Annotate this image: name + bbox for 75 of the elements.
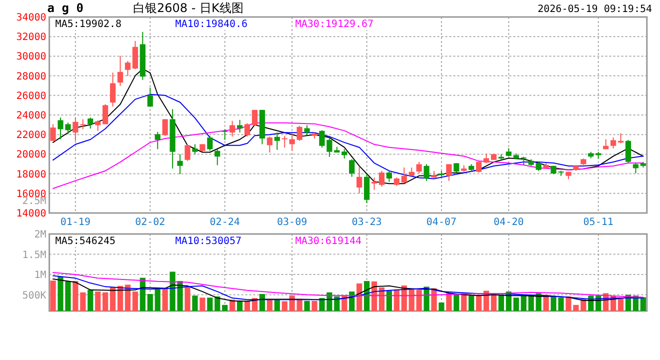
candlestick	[378, 170, 385, 188]
candlestick	[282, 135, 288, 148]
candlestick	[446, 164, 452, 182]
text: MA5:19902.8	[55, 19, 122, 30]
candlestick	[386, 170, 392, 182]
candlestick	[117, 55, 124, 86]
text: 2026-05-19 09:19:54	[538, 4, 652, 15]
y-tick-label: 22000	[16, 130, 46, 142]
candlestick	[304, 124, 310, 136]
candlestick	[177, 154, 183, 175]
text: MA10:530057	[175, 236, 242, 247]
y-tick-label: 500K	[22, 290, 46, 302]
candlestick	[416, 161, 422, 174]
candlestick	[483, 153, 490, 164]
text: 2.5M	[22, 196, 46, 207]
candlestick	[252, 109, 258, 126]
text: MA10:19840.6	[175, 19, 248, 30]
x-tick-label: 04-20	[494, 217, 524, 228]
y-tick-label: 18000	[16, 169, 46, 180]
candlestick	[364, 174, 370, 204]
x-tick-label: 03-09	[277, 217, 308, 228]
candlestick	[476, 160, 482, 174]
x-tick-label: 04-07	[426, 217, 457, 228]
candlestick	[401, 167, 407, 184]
candlestick	[625, 139, 632, 164]
text: MA30:19129.67	[295, 19, 374, 30]
candlestick	[244, 122, 250, 138]
candlestick	[124, 60, 131, 76]
candlestick	[162, 118, 168, 136]
candlestick	[72, 117, 78, 142]
x-tick-label: 03-23	[352, 217, 382, 228]
candlestick	[356, 166, 362, 194]
candlestick	[214, 148, 220, 166]
candlestick	[110, 72, 116, 108]
candlestick	[102, 104, 108, 125]
candlestick	[230, 120, 236, 138]
candlestick	[274, 132, 280, 150]
y-tick-label: 14000	[16, 208, 46, 220]
candlestick	[147, 87, 153, 108]
candlestick	[184, 144, 190, 162]
candlestick	[536, 161, 542, 172]
y-tick-label: 1M	[34, 270, 46, 282]
candlestick	[207, 135, 213, 152]
x-tick-label: 02-02	[135, 217, 166, 228]
candlestick	[632, 162, 638, 174]
y-tick-label: 32000	[16, 32, 46, 44]
x-tick-label: 05-11	[583, 217, 614, 228]
x-tick-label: 01-19	[60, 217, 90, 228]
text: MA5:546245	[55, 236, 116, 247]
candlestick	[222, 128, 228, 140]
candlestick	[454, 162, 460, 174]
candlestick	[80, 118, 86, 130]
candlestick	[88, 117, 94, 130]
candlestick	[192, 144, 198, 155]
y-tick-label: 24000	[16, 110, 46, 122]
candlestick	[236, 119, 243, 134]
y-tick-label: 20000	[16, 150, 46, 161]
chart-title: 白银2608 - 日K线图	[133, 1, 244, 15]
text: MA30:619144	[295, 236, 362, 247]
candlestick	[610, 137, 616, 150]
y-tick-label: 34000	[16, 12, 46, 24]
candlestick	[349, 158, 355, 178]
candlestick	[132, 40, 138, 70]
candlestick	[50, 124, 56, 142]
candlestick	[154, 131, 160, 150]
candlestick	[266, 136, 272, 154]
x-tick-label: 02-24	[210, 217, 240, 228]
candlestick	[342, 148, 348, 160]
y-tick-label: 26000	[16, 90, 46, 102]
y-tick-label: 30000	[16, 52, 46, 63]
y-tick-label: 28000	[16, 71, 46, 82]
text: a g 0	[47, 1, 84, 15]
y-tick-label: 1.5M	[22, 250, 46, 261]
candlestick	[424, 164, 430, 182]
y-tick-label: 2M	[34, 230, 46, 240]
